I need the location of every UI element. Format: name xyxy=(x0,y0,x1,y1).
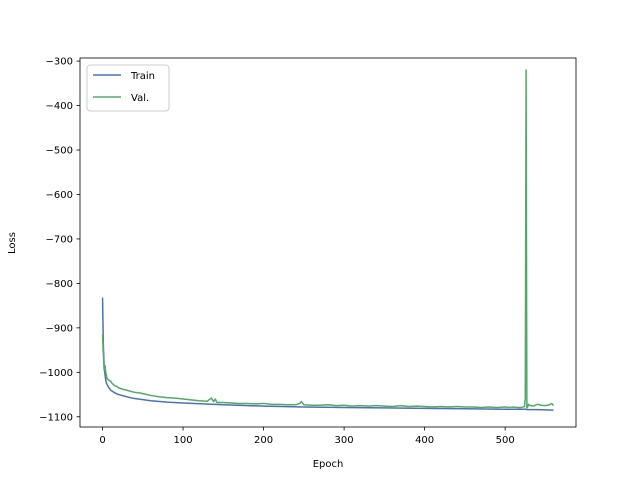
y-tick-label: −800 xyxy=(46,279,73,290)
y-axis: −300 −400 −500 −600 −700 −800 −900 −1000 −1100 xyxy=(39,57,80,423)
legend: Train Val. xyxy=(86,64,170,112)
series-line-val xyxy=(101,69,555,409)
x-axis-label: Epoch xyxy=(313,459,344,470)
series-layer xyxy=(101,69,555,411)
plot-frame xyxy=(79,57,577,428)
x-axis: 0 100 200 300 400 500 xyxy=(99,427,515,446)
x-tick-label: 100 xyxy=(174,435,193,446)
series-line-train xyxy=(101,297,554,411)
y-tick-label: −400 xyxy=(46,101,73,112)
y-tick-label: −700 xyxy=(46,234,73,245)
y-axis-label: Loss xyxy=(7,232,18,254)
x-tick-label: 200 xyxy=(254,435,273,446)
legend-label-val: Val. xyxy=(131,93,149,104)
y-tick-label: −500 xyxy=(46,146,73,157)
y-tick-label: −900 xyxy=(46,323,73,334)
y-tick-label: −1100 xyxy=(39,412,73,423)
legend-label-train: Train xyxy=(130,71,155,82)
y-tick-label: −300 xyxy=(46,57,73,68)
y-tick-label: −600 xyxy=(46,190,73,201)
legend-box xyxy=(86,64,170,112)
x-tick-label: 300 xyxy=(335,435,354,446)
x-tick-label: 400 xyxy=(415,435,434,446)
x-tick-label: 500 xyxy=(496,435,515,446)
y-tick-label: −1000 xyxy=(39,368,73,379)
x-tick-label: 0 xyxy=(99,435,105,446)
